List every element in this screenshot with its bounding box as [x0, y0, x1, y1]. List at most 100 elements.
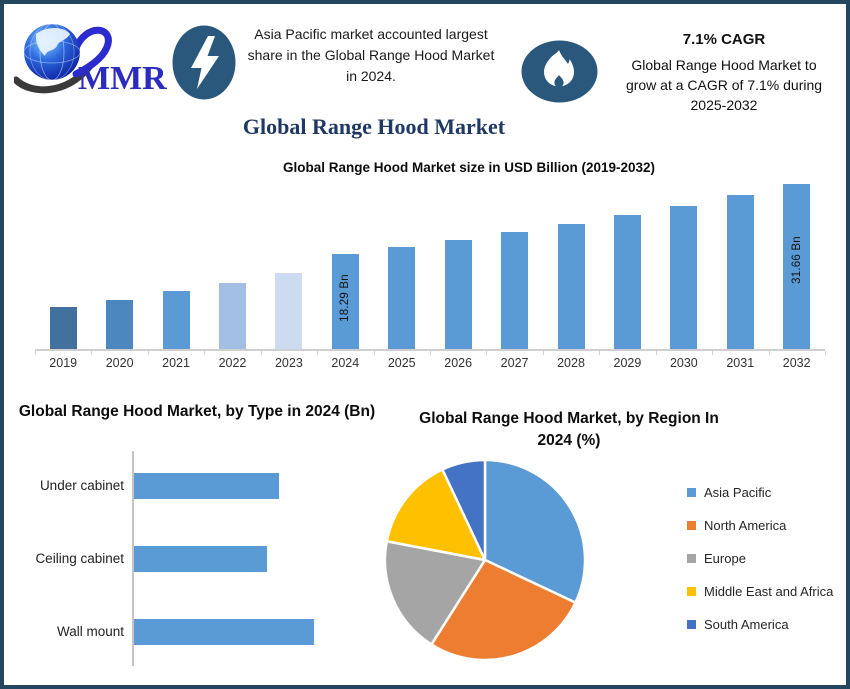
- mmr-logo-text: MMR: [78, 60, 167, 97]
- legend-item-asia-pacific: Asia Pacific: [687, 482, 833, 502]
- bar-column-2028: [543, 172, 599, 349]
- bar-column-2031: [712, 172, 768, 349]
- bar-column-2024: 18.29 Bn: [317, 172, 373, 349]
- axis-tick: [712, 351, 714, 355]
- bar-column-2019: [35, 172, 91, 349]
- legend-label-north-america: North America: [704, 517, 787, 533]
- bar-2030: [670, 205, 698, 349]
- axis-tick: [317, 351, 319, 355]
- legend-item-middle-east-and-africa: Middle East and Africa: [687, 581, 833, 601]
- type-bar-wall-mount: [134, 618, 314, 645]
- lightning-icon: [172, 25, 236, 100]
- legend-label-south-america: South America: [704, 616, 789, 632]
- x-axis-label-2019: 2019: [49, 356, 78, 370]
- pie-slice-asia-pacific: [483, 458, 587, 604]
- bar-2026: [444, 239, 472, 349]
- bar-column-2020: [91, 172, 147, 349]
- legend-label-asia-pacific: Asia Pacific: [704, 484, 772, 500]
- axis-tick: [91, 351, 93, 355]
- axis-tick: [204, 351, 206, 355]
- region-chart-title: Global Range Hood Market, by Region In 2…: [419, 410, 719, 449]
- legend-label-europe: Europe: [704, 550, 746, 566]
- axis-tick: [373, 351, 375, 355]
- legend-marker-south-america: [687, 619, 696, 629]
- bar-column-2022: [204, 172, 260, 349]
- axis-tick: [35, 351, 36, 355]
- legend-item-south-america: South America: [687, 614, 833, 634]
- region-legend: Asia Pacific North America Europe Middle Ea…: [687, 482, 833, 634]
- x-axis-label-2029: 2029: [613, 356, 642, 370]
- bar-value-label-2024: 18.29 Bn: [339, 273, 352, 322]
- bar-2031: [726, 195, 754, 349]
- size-chart-title: Global Range Hood Market size in USD Bil…: [282, 160, 656, 175]
- bar-2022: [218, 283, 246, 349]
- page-title: Global Range Hood Market: [242, 114, 506, 139]
- bar-2024: 18.29 Bn: [331, 253, 359, 349]
- bar-column-2023: [261, 172, 317, 349]
- legend-item-europe: Europe: [687, 548, 833, 568]
- bar-2027: [501, 232, 529, 349]
- bar-2028: [557, 223, 585, 349]
- bar-column-2026: [430, 172, 486, 349]
- bar-column-2030: [656, 172, 712, 349]
- bar-2020: [106, 300, 134, 349]
- bar-2021: [162, 291, 190, 349]
- pie-slice-europe: [383, 540, 487, 646]
- legend-marker-europe: [687, 553, 696, 563]
- bar-column-2029: [599, 172, 655, 349]
- axis-tick: [542, 351, 544, 355]
- pie-slice-middle-east-and-africa: [385, 468, 487, 562]
- x-axis-label-2020: 2020: [105, 356, 134, 370]
- type-row-wall-mount: Wall mount: [6, 618, 392, 645]
- mmr-logo: MMR: [14, 23, 167, 97]
- x-axis-label-2030: 2030: [669, 356, 698, 370]
- bar-2025: [388, 247, 416, 349]
- globe-continent: [35, 28, 70, 56]
- x-axis-label-2021: 2021: [162, 356, 190, 370]
- bar-2019: [49, 307, 77, 349]
- x-axis-label-2025: 2025: [387, 356, 416, 370]
- type-label-under-cabinet: Under cabinet: [39, 478, 124, 493]
- x-axis-label-2026: 2026: [444, 356, 473, 370]
- axis-tick: [825, 351, 826, 355]
- type-label-wall-mount: Wall mount: [56, 624, 124, 639]
- legend-item-north-america: North America: [687, 515, 833, 535]
- logo-swoosh-blue: [72, 26, 112, 78]
- legend-marker-asia-pacific: [687, 487, 696, 497]
- bar-value-label-2032: 31.66 Bn: [790, 236, 803, 284]
- axis-tick: [655, 351, 657, 355]
- type-label-ceiling-cabinet: Ceiling cabinet: [35, 551, 124, 566]
- region-pie: [383, 458, 587, 662]
- x-axis-label-2023: 2023: [274, 356, 303, 370]
- x-axis-label-2027: 2027: [500, 356, 529, 370]
- bar-column-2032: 31.66 Bn: [768, 172, 824, 349]
- axis-tick: [260, 351, 262, 355]
- cagr-block: 7.1% CAGR Global Range Hood Market to gr…: [604, 31, 844, 115]
- type-chart-title: Global Range Hood Market, by Type in 202…: [18, 403, 376, 420]
- legend-marker-middle-east-and-africa: [687, 586, 696, 596]
- type-bar-ceiling-cabinet: [134, 545, 267, 572]
- size-chart-xaxis-labels: 2019 2020 2021 2022 2023 2024 2025 2026 2027 2028…: [35, 356, 825, 370]
- bar-2032: 31.66 Bn: [783, 184, 811, 349]
- axis-tick: [486, 351, 488, 355]
- x-axis-label-2024: 2024: [331, 356, 360, 370]
- type-bar-under-cabinet: [134, 472, 279, 499]
- bar-column-2027: [486, 172, 542, 349]
- type-row-ceiling-cabinet: Ceiling cabinet: [6, 545, 392, 572]
- pie-slice-north-america: [430, 558, 577, 662]
- axis-tick: [430, 351, 431, 355]
- bar-column-2025: [374, 172, 430, 349]
- size-chart-bars: 18.29 Bn 31.66 Bn: [35, 172, 825, 349]
- type-chart-axis: [132, 451, 134, 666]
- type-chart-rows: Under cabinet Ceiling cabinet Wall mount: [6, 472, 392, 685]
- legend-marker-north-america: [687, 520, 696, 530]
- x-axis-label-2031: 2031: [726, 356, 755, 370]
- size-chart-baseline: [35, 349, 826, 355]
- bar-2029: [613, 214, 641, 349]
- bar-column-2021: [148, 172, 204, 349]
- x-axis-label-2028: 2028: [557, 356, 585, 370]
- flame-icon: [521, 40, 598, 103]
- axis-tick: [599, 351, 601, 355]
- legend-label-middle-east-and-africa: Middle East and Africa: [704, 583, 834, 599]
